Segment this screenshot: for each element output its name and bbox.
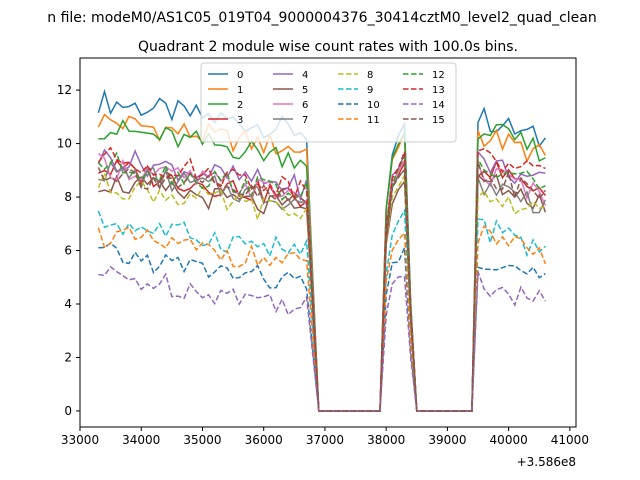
y-tick-label: 6 <box>64 244 72 258</box>
legend-label-10: 10 <box>367 100 380 111</box>
x-tick-label: 38000 <box>367 433 405 447</box>
legend-label-3: 3 <box>237 115 243 126</box>
series-line-10 <box>98 242 546 412</box>
x-tick-label: 33000 <box>61 433 99 447</box>
legend-label-6: 6 <box>302 100 308 111</box>
x-tick-label: 35000 <box>183 433 221 447</box>
x-tick-label: 36000 <box>245 433 283 447</box>
legend-label-13: 13 <box>432 85 445 96</box>
y-tick-label: 4 <box>64 297 72 311</box>
x-offset-label: +3.586e8 <box>517 455 576 469</box>
legend-label-11: 11 <box>367 115 380 126</box>
x-tick-label: 39000 <box>428 433 466 447</box>
x-tick-label: 37000 <box>306 433 344 447</box>
legend-label-2: 2 <box>237 100 243 111</box>
series-line-15 <box>97 161 547 412</box>
series-line-8 <box>97 171 546 412</box>
legend-label-4: 4 <box>302 70 308 81</box>
legend-label-7: 7 <box>302 115 308 126</box>
chart-title: Quadrant 2 module wise count rates with … <box>138 39 518 55</box>
figure-suptitle: n file: modeM0/AS1C05_019T04_9000004376_… <box>47 10 596 26</box>
series-layer <box>97 88 547 412</box>
y-tick-label: 0 <box>64 404 72 418</box>
series-line-14 <box>98 265 547 412</box>
legend-label-12: 12 <box>432 70 445 81</box>
series-line-11 <box>97 224 547 412</box>
plot-area: 33000 34000 35000 36000 37000 38000 39000 40000… <box>57 57 589 447</box>
legend-label-14: 14 <box>432 100 445 111</box>
legend-label-0: 0 <box>237 70 243 81</box>
x-tick-label: 34000 <box>122 433 160 447</box>
y-tick-label: 10 <box>57 137 72 151</box>
x-tick-label: 40000 <box>490 433 528 447</box>
legend-label-1: 1 <box>237 85 243 96</box>
y-tick-label: 2 <box>64 350 72 364</box>
legend-label-5: 5 <box>302 85 308 96</box>
legend-label-15: 15 <box>432 115 445 126</box>
legend-box <box>200 62 457 143</box>
legend-label-9: 9 <box>367 85 373 96</box>
axes-frame <box>79 57 577 428</box>
y-tick-label: 12 <box>57 83 72 97</box>
axes-layer: 33000 34000 35000 36000 37000 38000 39000 40000… <box>57 57 589 447</box>
y-tick-label: 8 <box>64 190 72 204</box>
x-tick-label: 41000 <box>551 433 589 447</box>
legend-label-8: 8 <box>367 70 373 81</box>
